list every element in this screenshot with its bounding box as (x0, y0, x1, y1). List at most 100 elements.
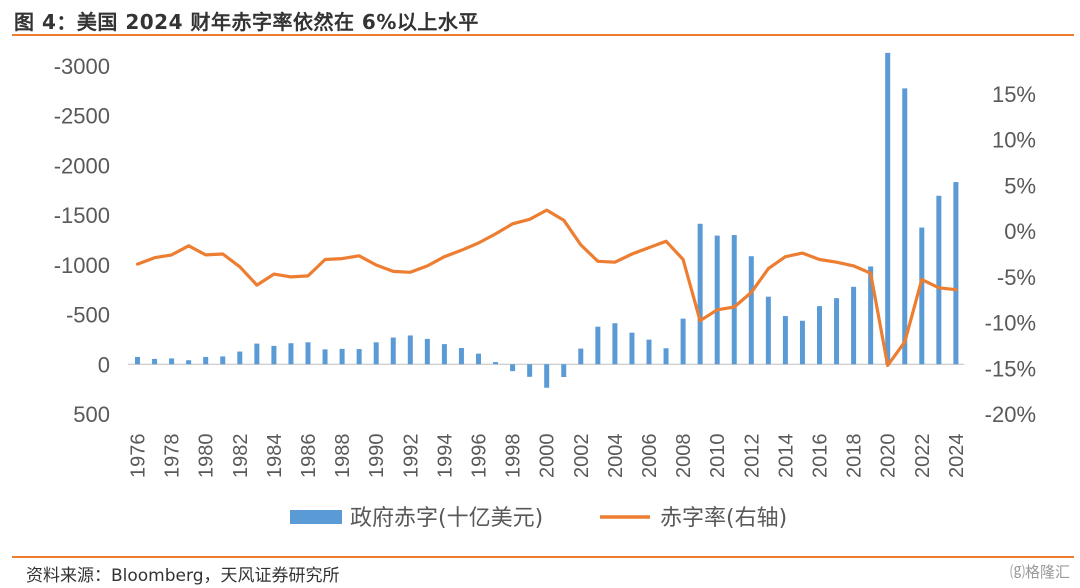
deficit-bar-2007 (663, 348, 669, 365)
deficit-bar-2001 (561, 364, 567, 378)
deficit-bar-2000 (544, 364, 550, 388)
deficit-bar-2015 (799, 320, 805, 365)
left-axis-tick-label: -3000 (54, 54, 110, 79)
deficit-bar-1998 (510, 364, 516, 372)
deficit-bar-1978 (169, 358, 175, 365)
deficit-bar-1994 (441, 344, 447, 365)
deficit-bar-2017 (834, 298, 840, 365)
legend-bar-label: 政府赤字(十亿美元) (350, 506, 543, 531)
deficit-bar-1988 (339, 348, 345, 365)
deficit-ratio-line (135, 208, 958, 368)
deficit-bar-2013 (765, 296, 771, 365)
deficit-bar-1977 (152, 358, 158, 365)
legend-line-label: 赤字率(右轴) (660, 506, 787, 531)
right-axis-tick-label: 5% (1004, 173, 1036, 198)
deficit-bar-1979 (186, 360, 192, 365)
deficit-bar-1986 (305, 342, 311, 365)
x-axis-tick-label: 2002 (571, 434, 593, 479)
deficit-bar-1981 (220, 356, 226, 365)
x-axis-tick-label: 2008 (673, 434, 695, 479)
right-axis-tick-label: 10% (992, 128, 1036, 153)
x-axis-tick-label: 1986 (298, 434, 320, 479)
x-axis-tick-label: 2012 (741, 434, 763, 479)
deficit-bar-1980 (203, 356, 209, 365)
right-axis-tick-label: 15% (992, 82, 1036, 107)
x-axis-tick-label: 1990 (366, 434, 388, 479)
deficit-bar-1989 (356, 349, 362, 365)
right-axis-tick-label: -20% (985, 402, 1036, 427)
deficit-bar-2002 (578, 348, 584, 365)
x-axis-tick-label: 1992 (400, 434, 422, 479)
x-axis-tick-label: 1988 (332, 434, 354, 479)
watermark-logo: ⒢格隆汇 (1009, 563, 1070, 581)
deficit-bar-1987 (322, 349, 328, 365)
x-axis-tick-label: 2024 (946, 434, 968, 479)
x-axis-tick-label: 1984 (264, 434, 286, 479)
left-axis-tick-label: -500 (66, 303, 110, 328)
deficit-bar-1996 (476, 353, 481, 365)
deficit-bar-2008 (680, 318, 686, 365)
deficit-bar-2009 (697, 223, 703, 365)
footer-rule (12, 556, 1074, 558)
x-axis-tick-label: 2004 (605, 434, 627, 479)
deficit-bar-1976 (135, 356, 140, 365)
deficit-bar-2021 (902, 88, 908, 365)
deficit-bar-2004 (612, 323, 618, 365)
deficit-bar-1999 (527, 364, 533, 377)
left-axis-tick-label: 0 (98, 352, 110, 377)
x-axis-tick-label: 2010 (707, 434, 729, 479)
x-axis-tick-label: 2006 (639, 434, 661, 479)
right-axis-tick-label: -10% (985, 311, 1036, 336)
deficit-bar-1990 (373, 342, 379, 365)
x-axis-tick-label: 2020 (878, 434, 900, 479)
deficit-bar-2014 (782, 316, 788, 365)
x-axis-tick-label: 2022 (912, 434, 934, 479)
deficit-bar-2023 (936, 195, 942, 365)
x-axis-tick-label: 2016 (810, 434, 832, 479)
deficit-bar-2024 (953, 182, 959, 365)
deficit-bar-2022 (919, 227, 925, 365)
left-axis-tick-label: -1000 (54, 253, 110, 278)
deficit-bar-1991 (390, 337, 396, 365)
deficit-bar-2012 (748, 256, 754, 365)
deficit-bar-1985 (288, 343, 294, 365)
deficit-bar-2006 (646, 339, 652, 365)
deficit-bar-1992 (407, 335, 413, 365)
right-axis-tick-label: -15% (985, 356, 1036, 381)
deficit-bar-1984 (271, 345, 277, 365)
left-axis-tick-label: -1500 (54, 203, 110, 228)
deficit-bar-2005 (629, 332, 635, 365)
right-axis-tick-label: -5% (997, 265, 1036, 290)
right-axis-tick-label: 0% (1004, 219, 1036, 244)
chart-title: 图 4：美国 2024 财年赤字率依然在 6%以上水平 (14, 10, 479, 34)
deficit-bar-2016 (817, 306, 822, 365)
x-axis-tick-label: 1976 (128, 434, 150, 479)
deficit-bar-1993 (424, 338, 430, 365)
x-axis-tick-label: 1982 (230, 434, 252, 479)
deficit-bar-2011 (731, 235, 737, 365)
x-axis-tick-label: 2014 (775, 434, 797, 479)
x-axis-tick-label: 1994 (434, 434, 456, 479)
deficit-bar-2018 (851, 286, 857, 365)
deficit-bar-1982 (237, 351, 243, 365)
left-axis-tick-label: -2500 (54, 104, 110, 129)
deficit-bar-2020 (885, 52, 891, 365)
deficit-bar-1997 (493, 362, 499, 365)
deficit-bar-1983 (254, 343, 260, 365)
deficit-bar-2010 (714, 235, 720, 365)
source-note: 资料来源：Bloomberg，天风证券研究所 (26, 566, 340, 586)
x-axis-tick-label: 1978 (162, 434, 184, 479)
left-axis-tick-label: -2000 (54, 153, 110, 178)
x-axis-tick-label: 1998 (503, 434, 525, 479)
deficit-bar-2019 (868, 266, 874, 365)
x-axis-tick-label: 1980 (196, 434, 218, 479)
left-axis-tick-label: 500 (73, 402, 110, 427)
x-axis-tick-label: 1996 (469, 434, 491, 479)
deficit-bar-2003 (595, 326, 601, 365)
legend-bar-swatch (290, 510, 342, 524)
x-axis-tick-label: 2000 (537, 434, 559, 479)
header-rule (12, 34, 1074, 36)
x-axis-tick-label: 2018 (844, 434, 866, 479)
deficit-bar-1995 (458, 347, 464, 365)
